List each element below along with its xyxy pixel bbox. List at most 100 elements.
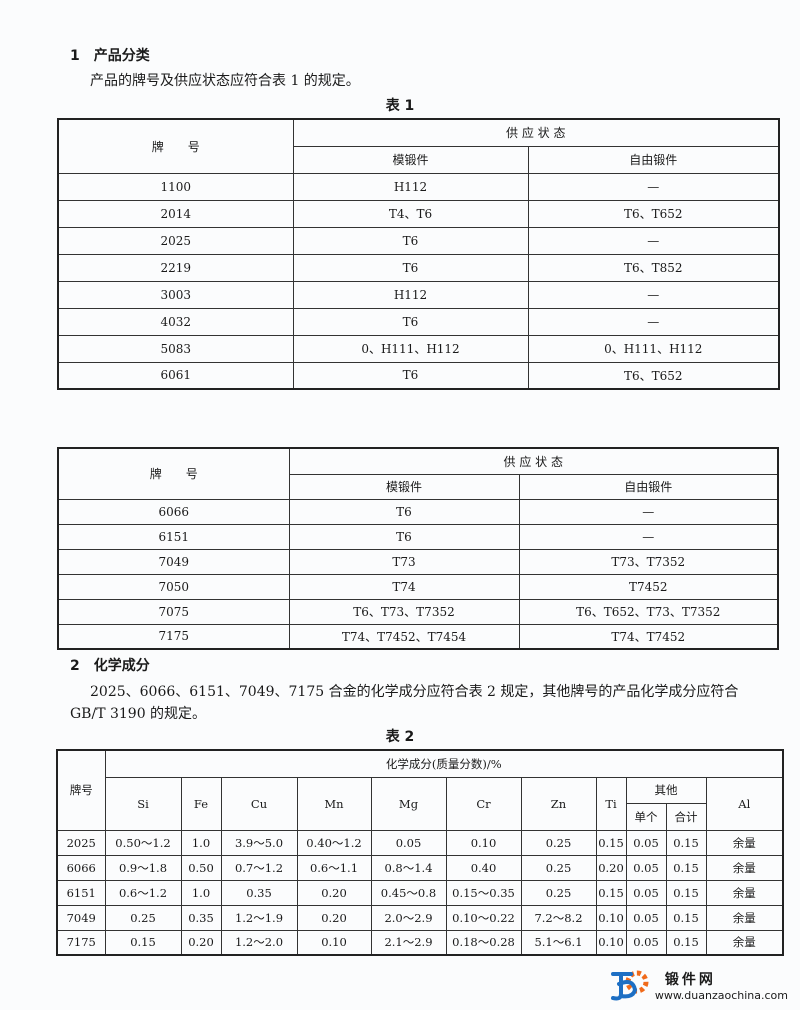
header-element-mn: Mn [296, 776, 372, 831]
header-free-forging: 自由锻件 [518, 473, 779, 500]
table-cell: 0.10 [296, 929, 372, 956]
table-row: 7050 T74 T7452 [57, 573, 779, 600]
table-cell: 0.15 [665, 904, 707, 931]
table-cell: H112 [292, 280, 529, 309]
table-cell: 0.05 [625, 879, 667, 906]
table-cell: 1.0 [180, 879, 222, 906]
table-cell: 7050 [57, 573, 290, 600]
table-cell: T6 [292, 361, 529, 390]
section2-heading: 2 化学成分 [70, 658, 150, 674]
watermark-url: www.duanzaochina.com [654, 988, 788, 1002]
table-row: 7075 T6、T73、T7352 T6、T652、T73、T7352 [57, 598, 779, 625]
table-cell: 2219 [57, 253, 294, 282]
table-cell: 0.15 [595, 829, 627, 856]
table-cell: 6066 [57, 498, 290, 525]
table-cell: 0.50 [180, 854, 222, 881]
table-row: 7049 0.25 0.35 1.2～1.9 0.20 2.0～2.9 0.10～0.22 7… [56, 904, 784, 931]
table-row: 7175 T74、T7452、T7454 T74、T7452 [57, 623, 779, 650]
header-element-zn: Zn [520, 776, 597, 831]
table-cell: 0.6～1.2 [104, 879, 182, 906]
table-cell: 0.05 [625, 854, 667, 881]
table-cell: 2.0～2.9 [370, 904, 447, 931]
table-cell: 0.8～1.4 [370, 854, 447, 881]
table-row: 3003 H112— [57, 280, 780, 309]
table-cell: 0、H111、H112 [527, 334, 780, 363]
table-row: 1100 H112— [57, 172, 780, 201]
table-cell: T6 [288, 498, 520, 525]
table-cell: 7.2～8.2 [520, 904, 597, 931]
table-row: 6151 T6— [57, 523, 779, 550]
table2-caption: 表 2 [385, 729, 415, 745]
table1-caption: 表 1 [385, 98, 415, 114]
header-element-cr: Cr [445, 776, 522, 831]
header-supply-state: 供 应 状 态 [288, 447, 779, 475]
header-composition: 化学成分(质量分数)/% [104, 749, 784, 778]
table-row: 7049 T73 T73、T7352 [57, 548, 779, 575]
table-cell: T74、T7452 [518, 623, 779, 650]
table-cell: 0.20 [296, 904, 372, 931]
table-cell: T74、T7452、T7454 [288, 623, 520, 650]
table-row: 4032 T6— [57, 307, 780, 336]
header-die-forging: 模锻件 [288, 473, 520, 500]
table-cell: 0.40～1.2 [296, 829, 372, 856]
table-cell: 0.05 [625, 829, 667, 856]
table2: 牌号 化学成分(质量分数)/% Si Fe Cu Mn Mg Cr Zn Ti 其他 Al 单个… [56, 749, 785, 956]
table-cell: 0.50～1.2 [104, 829, 182, 856]
table-cell: T6、T652、T73、T7352 [518, 598, 779, 625]
table-cell: 0.35 [220, 879, 298, 906]
table-cell: — [527, 226, 780, 255]
table-cell: 3.9～5.0 [220, 829, 298, 856]
table-cell: 7175 [57, 623, 290, 650]
table-cell: T4、T6 [292, 199, 529, 228]
table-cell: 0.10～0.22 [445, 904, 522, 931]
table-cell: H112 [292, 172, 529, 201]
table-cell: 4032 [57, 307, 294, 336]
table-cell: 0.15 [665, 879, 707, 906]
table-cell: 0.9～1.8 [104, 854, 182, 881]
table-cell: 0.6～1.1 [296, 854, 372, 881]
table-cell: 余量 [705, 829, 784, 856]
table-cell: 余量 [705, 879, 784, 906]
table-row: 2014 T4、T6 T6、T652 [57, 199, 780, 228]
table-row: 6151 0.6～1.2 1.0 0.35 0.20 0.45～0.8 0.15～0.35 0… [56, 879, 784, 906]
header-element-cu: Cu [220, 776, 298, 831]
table-cell: 2025 [57, 226, 294, 255]
header-grade: 牌号 [56, 749, 106, 831]
table-row: 7175 0.15 0.20 1.2～2.0 0.10 2.1～2.9 0.18～0.28 5… [56, 929, 784, 956]
header-element-si: Si [104, 776, 182, 831]
table-cell: — [527, 307, 780, 336]
table-cell: 余量 [705, 854, 784, 881]
header-single: 单个 [625, 802, 667, 831]
table-row: 6061 T6 T6、T652 [57, 361, 780, 390]
header-element-fe: Fe [180, 776, 222, 831]
header-grade: 牌 号 [57, 447, 290, 500]
table1: 牌 号供 应 状 态 模锻件 自由锻件 1100 H112—2014 T4、T6 T6、… [57, 118, 781, 390]
header-supply-state: 供 应 状 态 [292, 118, 780, 147]
table-cell: 1.2～2.0 [220, 929, 298, 956]
table-cell: 6061 [57, 361, 294, 390]
header-die-forging: 模锻件 [292, 145, 529, 174]
table-cell: 0.05 [370, 829, 447, 856]
watermark-name: 锻件网 [664, 971, 716, 988]
table-cell: 3003 [57, 280, 294, 309]
table-cell: 5083 [57, 334, 294, 363]
table-row: 6066 T6— [57, 498, 779, 525]
watermark-logo: 锻件网 www.duanzaochina.com [609, 968, 788, 1002]
table-cell: 0.25 [104, 904, 182, 931]
table-cell: T74 [288, 573, 520, 600]
table-cell: T6 [292, 253, 529, 282]
table-cell: 0.20 [180, 929, 222, 956]
section1-text: 产品的牌号及供应状态应符合表 1 的规定。 [90, 73, 360, 89]
table-cell: 0.25 [520, 829, 597, 856]
table-row: 2025 T6— [57, 226, 780, 255]
header-al: Al [705, 776, 784, 831]
header-free-forging: 自由锻件 [527, 145, 780, 174]
table-cell: 0.25 [520, 879, 597, 906]
table-cell: 0.10 [595, 904, 627, 931]
table-cell: 0.15 [665, 929, 707, 956]
table-cell: — [527, 280, 780, 309]
table-cell: T6 [292, 307, 529, 336]
header-total: 合计 [665, 802, 707, 831]
table-cell: 1.0 [180, 829, 222, 856]
table-cell: 0.15 [104, 929, 182, 956]
